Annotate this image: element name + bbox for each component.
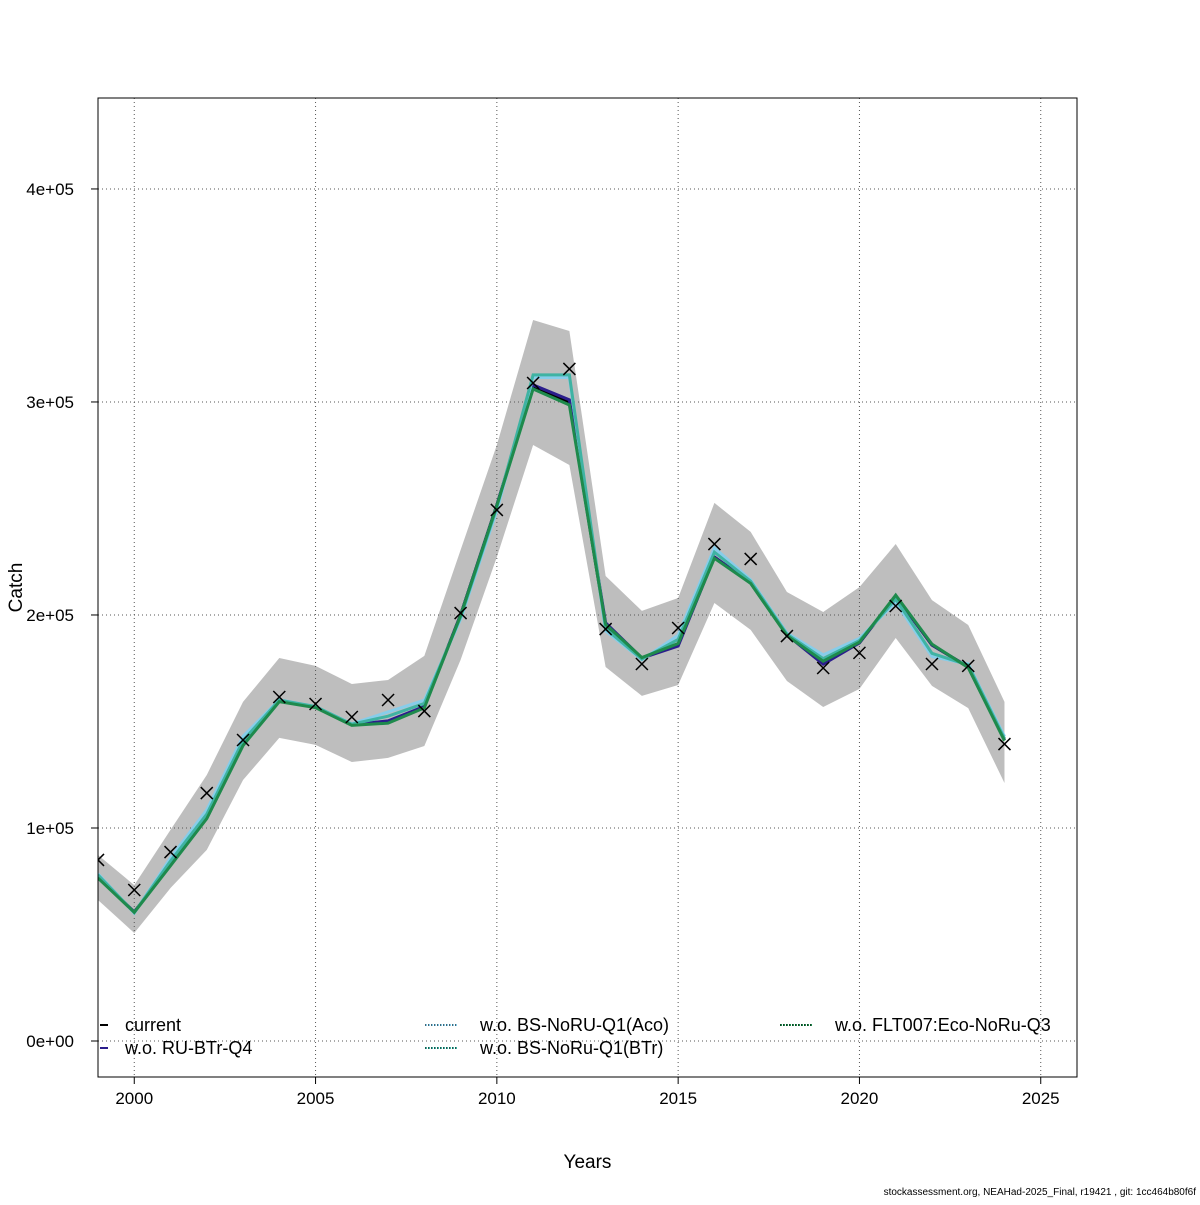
legend-label-3: w.o. BS-NoRu-Q1(BTr) [479,1038,663,1058]
observed-point [163,845,178,859]
observed-point [526,376,540,390]
observed-point [562,362,576,376]
observed-point [816,661,830,675]
series-line-2 [98,375,1006,916]
observed-point [127,883,141,897]
observed-point [272,690,286,704]
x-tick-label: 2020 [841,1089,879,1108]
confidence-band [98,319,1005,934]
plot-frame [97,97,1078,1078]
x-tick-label: 2010 [478,1089,516,1108]
observed-point [997,737,1012,751]
y-tick-label: 0e+00 [26,1032,74,1051]
observed-point [599,622,613,636]
x-tick-label: 2005 [297,1089,335,1108]
y-tick-label: 3e+05 [26,393,74,412]
x-tick-label: 2000 [115,1089,153,1108]
observed-point [961,659,975,673]
y-tick-label: 4e+05 [26,180,74,199]
legend-label-2: w.o. BS-NoRU-Q1(Aco) [479,1015,669,1035]
observed-point [707,537,721,551]
legend-label-4: w.o. FLT007:Eco-NoRu-Q3 [834,1015,1051,1035]
legend-label-1: w.o. RU-BTr-Q4 [124,1038,252,1058]
series-line-4 [98,386,1006,915]
observed-point [889,599,903,613]
observed-point [852,646,866,660]
observed-point [490,503,504,517]
legend-label-0: current [125,1015,181,1035]
observed-point [98,853,105,867]
x-tick-label: 2025 [1022,1089,1060,1108]
observed-point [236,733,250,747]
x-tick-label: 2015 [659,1089,697,1108]
observed-point [345,710,359,724]
observed-point [417,704,431,718]
observed-point [780,629,794,643]
observed-point [635,657,649,671]
y-axis-label: Catch [6,563,27,613]
observed-point [744,552,758,566]
series-line-3 [98,373,1006,915]
observed-point [454,606,468,620]
footer-credit: stockassessment.org, NEAHad-2025_Final, … [883,1187,1196,1198]
observed-point [381,693,395,707]
observed-point [200,786,214,800]
y-tick-label: 2e+05 [26,606,74,625]
y-tick-label: 1e+05 [26,819,74,838]
x-axis-label: Years [564,1152,612,1173]
observed-point [671,621,685,635]
observed-point [925,657,939,671]
observed-point [309,697,323,711]
